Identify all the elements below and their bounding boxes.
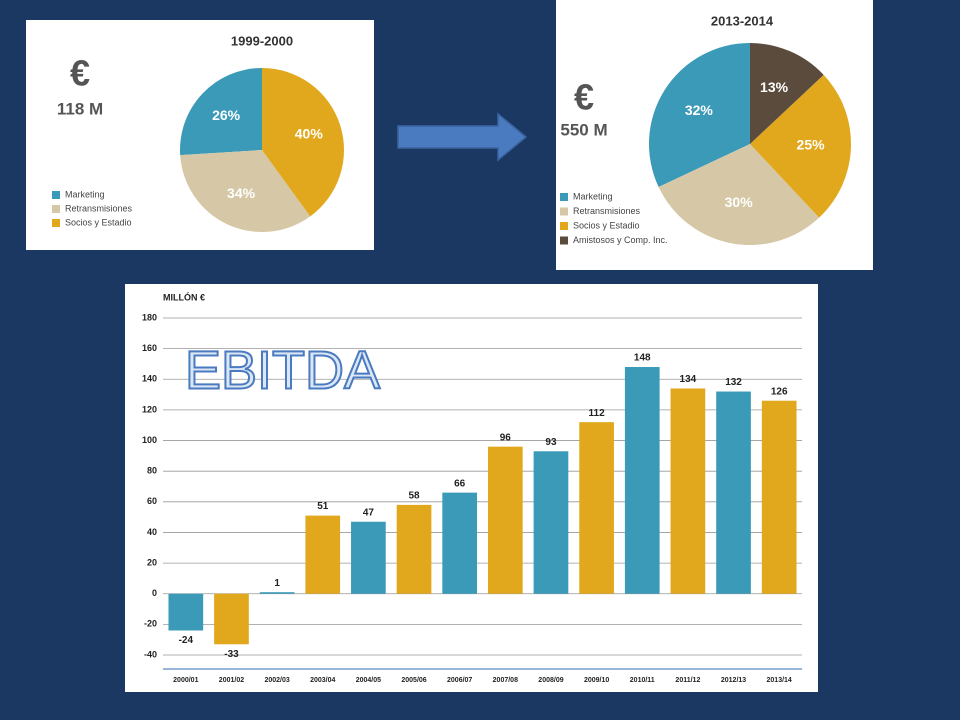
annotation: EBITDA: [185, 340, 380, 400]
bar: [168, 593, 204, 631]
y-axis-label: MILLÓN €: [163, 291, 205, 302]
slice-label: 30%: [725, 194, 754, 210]
x-tick-label: 2012/13: [721, 677, 746, 684]
slice-label: 26%: [212, 107, 241, 123]
y-tick-label: 20: [147, 557, 157, 567]
slice-label: 13%: [760, 79, 789, 95]
value-label: 148: [634, 353, 651, 364]
bar: [351, 521, 386, 594]
x-tick-label: 2004/05: [356, 677, 381, 684]
value-label: 66: [454, 478, 466, 489]
x-tick-label: 2008/09: [538, 677, 563, 684]
x-tick-label: 2005/06: [401, 677, 426, 684]
bar: [487, 446, 523, 594]
bar: [670, 388, 706, 594]
slice-label: 34%: [227, 185, 256, 201]
total: 118 M: [57, 99, 103, 118]
legend-label: Retransmisiones: [65, 203, 133, 213]
y-tick-label: 80: [147, 466, 157, 476]
x-tick-label: 2003/04: [310, 677, 335, 684]
legend-label: Socios y Estadio: [65, 217, 132, 227]
value-label: 132: [725, 377, 742, 388]
bar: [259, 592, 295, 594]
x-tick-label: 2006/07: [447, 677, 472, 684]
bar: [624, 367, 660, 594]
pie-slice: [658, 144, 820, 245]
value-label: -24: [179, 635, 194, 646]
legend-swatch: [560, 193, 568, 201]
bar: [442, 492, 478, 594]
arrow: [397, 112, 528, 162]
slice-label: 25%: [797, 137, 826, 153]
legend-label: Marketing: [573, 191, 613, 201]
value-label: 96: [500, 432, 512, 443]
value-label: 134: [680, 374, 697, 385]
value-label: 1: [274, 578, 280, 589]
bar: [579, 422, 614, 594]
bar: [533, 451, 569, 594]
value-label: 93: [545, 437, 557, 448]
x-tick-label: 2000/01: [173, 677, 198, 684]
x-tick-label: 2007/08: [493, 677, 518, 684]
slice-label: 40%: [295, 125, 324, 141]
value-label: 112: [589, 408, 606, 419]
pie-slice: [180, 150, 311, 232]
legend-swatch: [560, 207, 568, 216]
legend-swatch: [52, 205, 60, 213]
legend-swatch: [560, 222, 568, 230]
legend-label: Marketing: [65, 189, 105, 199]
x-tick-label: 2002/03: [264, 677, 289, 684]
pie-slice: [750, 74, 851, 218]
legend-label: Retransmisiones: [573, 206, 641, 216]
total: 550 M: [560, 120, 607, 139]
x-tick-label: 2001/02: [219, 677, 244, 684]
legend-swatch: [52, 191, 60, 199]
currency: €: [574, 77, 594, 118]
bar: [214, 593, 249, 645]
bar: [305, 515, 341, 594]
bar: [761, 400, 797, 594]
y-tick-label: -40: [144, 649, 157, 659]
pie-slice: [648, 43, 750, 188]
pie-title: 1999-2000: [231, 33, 293, 48]
y-tick-label: 120: [142, 404, 157, 414]
y-tick-label: 0: [152, 588, 157, 598]
pie-slice: [750, 43, 824, 144]
legend-label: Amistosos y Comp. Inc.: [573, 235, 668, 245]
bar: [396, 504, 432, 594]
bar: [716, 391, 751, 594]
y-tick-label: 100: [142, 435, 157, 445]
x-tick-label: 2010/11: [630, 677, 655, 684]
value-label: 51: [317, 501, 329, 512]
x-tick-label: 2011/12: [675, 677, 700, 684]
pie-title: 2013-2014: [711, 13, 774, 28]
y-tick-label: 60: [147, 496, 157, 506]
slice-label: 32%: [685, 102, 714, 118]
x-tick-label: 2009/10: [584, 677, 609, 684]
pie-slice: [179, 68, 262, 156]
value-label: -33: [224, 649, 239, 660]
legend-swatch: [52, 219, 60, 227]
value-label: 47: [363, 507, 375, 518]
y-tick-label: 40: [147, 527, 157, 537]
value-label: 58: [408, 491, 420, 502]
y-tick-label: 160: [142, 343, 157, 353]
currency: €: [70, 53, 90, 94]
pie-slice: [262, 68, 344, 217]
x-tick-label: 2013/14: [767, 677, 792, 684]
value-label: 126: [771, 386, 788, 397]
legend-label: Socios y Estadio: [573, 220, 640, 230]
y-tick-label: 140: [142, 374, 157, 384]
y-tick-label: 180: [142, 312, 157, 322]
y-tick-label: -20: [144, 619, 157, 629]
legend-swatch: [560, 236, 568, 245]
